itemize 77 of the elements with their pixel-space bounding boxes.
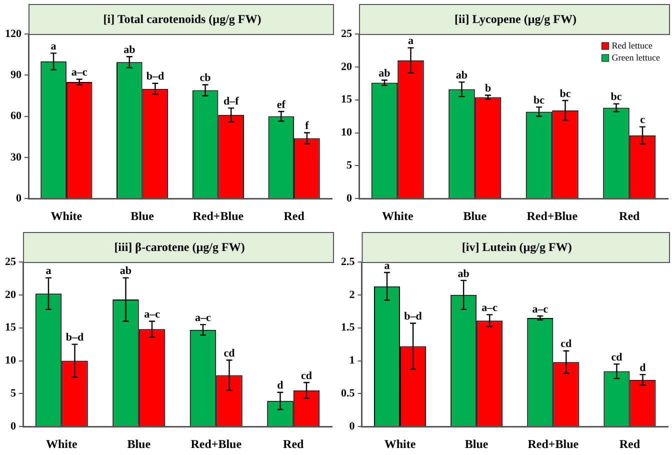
data-label: a–c: [144, 308, 160, 320]
y-tick-label: 2: [349, 288, 356, 300]
y-tick-label: 0.5: [341, 387, 356, 400]
x-tick-label: Blue: [463, 208, 488, 223]
data-label: ab: [124, 44, 136, 56]
data-label: b–d: [404, 310, 422, 322]
y-tick-label: 1.5: [341, 321, 356, 334]
y-tick-label: 0: [346, 192, 352, 204]
x-tick-label: Red+Blue: [528, 436, 580, 450]
legend-label: Red lettuce: [612, 40, 653, 50]
y-tick-label: 1: [349, 354, 355, 366]
x-tick-label: Red: [619, 436, 640, 450]
data-label: c: [640, 114, 646, 126]
data-label: a–c: [71, 66, 88, 79]
legend-label: Green lettuce: [612, 52, 660, 62]
y-tick-label: 25: [341, 28, 352, 40]
data-label: a: [50, 40, 57, 53]
chart-title: [iv] Lutein (µg/g FW): [462, 240, 572, 254]
data-label: f: [305, 120, 310, 132]
chart-title: [i] Total carotenoids (µg/g FW): [103, 12, 262, 26]
data-label: a–c: [482, 302, 498, 314]
y-tick-label: 2.5: [341, 255, 356, 268]
data-label: ab: [458, 267, 470, 280]
y-tick-label: 20: [5, 288, 16, 300]
data-label: bc: [560, 88, 571, 100]
y-tick-label: 15: [341, 94, 352, 106]
data-label: cd: [611, 350, 622, 363]
x-tick-label: Red+Blue: [526, 208, 578, 223]
y-tick-label: 60: [10, 110, 22, 122]
x-tick-label: Red: [619, 208, 640, 223]
data-label: a–c: [532, 302, 548, 315]
data-label: a: [408, 35, 414, 48]
chart-title: [ii] Lycopene (µg/g FW): [454, 12, 576, 26]
data-label: d–f: [223, 95, 240, 108]
y-tick-label: 20: [341, 60, 352, 73]
data-label: b: [484, 82, 492, 95]
y-tick-label: 5: [346, 160, 352, 172]
data-label: ab: [378, 67, 390, 80]
x-tick-label: Red: [284, 208, 305, 223]
y-tick-label: 0: [349, 420, 356, 432]
y-tick-label: 25: [5, 255, 16, 268]
data-label: a–c: [195, 311, 212, 324]
data-label: bc: [610, 91, 622, 104]
data-label: cd: [301, 369, 312, 382]
y-tick-label: 90: [10, 68, 22, 81]
y-tick-label: 10: [341, 126, 352, 139]
data-label: cd: [560, 338, 572, 350]
data-label: ab: [120, 264, 132, 277]
y-tick-label: 5: [10, 387, 16, 400]
x-tick-label: Red: [283, 436, 304, 450]
x-tick-label: Blue: [130, 208, 155, 223]
data-label: ef: [276, 98, 286, 111]
chart-title: [iii] β-carotene (µg/g FW): [114, 240, 245, 254]
x-tick-label: White: [50, 208, 83, 223]
y-tick-label: 10: [5, 354, 16, 366]
data-label: ab: [456, 69, 468, 82]
x-tick-label: Blue: [127, 436, 152, 450]
data-label: a: [46, 264, 52, 277]
y-tick-label: 30: [10, 151, 22, 164]
x-tick-label: Red+Blue: [192, 208, 244, 223]
x-tick-label: Red+Blue: [190, 436, 242, 450]
data-label: b–d: [146, 70, 164, 83]
data-label: b–d: [66, 331, 84, 344]
y-tick-label: 15: [5, 321, 16, 334]
y-tick-label: 120: [5, 28, 22, 40]
data-label: a: [384, 259, 390, 272]
data-label: cd: [224, 346, 235, 359]
x-tick-label: Blue: [464, 436, 489, 450]
data-label: d: [277, 379, 284, 392]
data-label: bc: [533, 94, 545, 106]
y-tick-label: 0: [10, 420, 16, 432]
x-tick-label: White: [384, 436, 416, 450]
x-tick-label: White: [382, 208, 414, 223]
y-tick-label: 0: [16, 192, 22, 204]
data-label: cb: [200, 72, 211, 84]
x-tick-label: White: [46, 436, 78, 450]
data-label: d: [640, 361, 646, 374]
